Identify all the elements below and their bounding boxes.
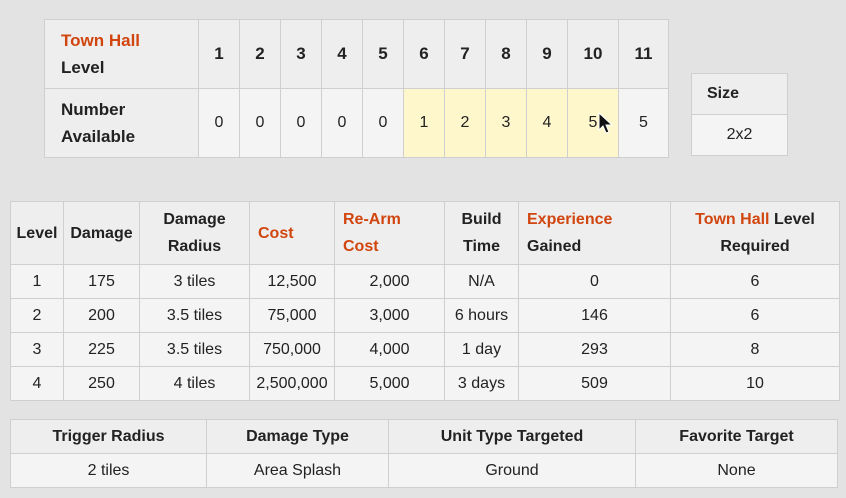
col-damage: Damage <box>63 201 140 265</box>
town-hall-level-row: Town Hall Level 1 2 3 4 5 6 7 8 9 10 11 <box>44 19 669 89</box>
cell: 6 <box>670 264 840 299</box>
cell: 3 tiles <box>139 264 250 299</box>
col-build-time: Build Time <box>444 201 519 265</box>
cell: 1 <box>10 264 64 299</box>
table-row: 1 175 3 tiles 12,500 2,000 N/A 0 6 <box>10 264 840 299</box>
details-value-row: 2 tiles Area Splash Ground None <box>10 453 838 488</box>
count-cell-highlighted: 3 <box>485 88 527 158</box>
cell: 8 <box>670 332 840 367</box>
cell: 200 <box>63 298 140 333</box>
stats-table: Level Damage Damage Radius Cost Re-Arm Cos… <box>10 201 840 401</box>
size-table: Size 2x2 <box>691 73 788 156</box>
col-damage-type: Damage Type <box>206 419 389 454</box>
cell: 3.5 tiles <box>139 332 250 367</box>
level-cell: 5 <box>362 19 404 89</box>
level-cell: 9 <box>526 19 568 89</box>
col-level: Level <box>10 201 64 265</box>
table-row: 4 250 4 tiles 2,500,000 5,000 3 days 509… <box>10 366 840 401</box>
count-cell-highlighted: 1 <box>403 88 445 158</box>
col-favorite-target: Favorite Target <box>635 419 838 454</box>
count-cell: 0 <box>239 88 281 158</box>
cell: 3,000 <box>334 298 445 333</box>
cell: 2 <box>10 298 64 333</box>
cell: N/A <box>444 264 519 299</box>
count-cell: 0 <box>321 88 363 158</box>
cell: 3.5 tiles <box>139 298 250 333</box>
town-hall-link[interactable]: Town Hall <box>695 211 770 228</box>
level-cell: 8 <box>485 19 527 89</box>
size-header: Size <box>691 73 788 115</box>
details-table: Trigger Radius Damage Type Unit Type Tar… <box>10 419 838 488</box>
level-cell: 2 <box>239 19 281 89</box>
count-cell-highlighted: 4 <box>526 88 568 158</box>
col-rearm-cost: Re-Arm Cost <box>334 201 445 265</box>
cell: 6 hours <box>444 298 519 333</box>
level-cell: 11 <box>618 19 669 89</box>
col-experience: Experience Gained <box>518 201 671 265</box>
count-cell: 5 <box>618 88 669 158</box>
cell: 3 days <box>444 366 519 401</box>
cell: 293 <box>518 332 671 367</box>
col-town-hall-required: Town Hall Level Required <box>670 201 840 265</box>
cell: 0 <box>518 264 671 299</box>
cell: 509 <box>518 366 671 401</box>
rearm-cost-link[interactable]: Re-Arm Cost <box>343 211 401 255</box>
number-available-row: Number Available 0 0 0 0 0 1 2 3 4 5 5 <box>44 88 669 158</box>
cell: 175 <box>63 264 140 299</box>
count-cell: 0 <box>362 88 404 158</box>
level-cell: 7 <box>444 19 486 89</box>
count-cell: 0 <box>280 88 322 158</box>
trigger-radius-value: 2 tiles <box>10 453 207 488</box>
cell: 4 <box>10 366 64 401</box>
cell: 4 tiles <box>139 366 250 401</box>
level-cell: 6 <box>403 19 445 89</box>
table-row: 2 200 3.5 tiles 75,000 3,000 6 hours 146… <box>10 298 840 333</box>
cell: 3 <box>10 332 64 367</box>
col-damage-radius: Damage Radius <box>139 201 250 265</box>
favorite-target-value: None <box>635 453 838 488</box>
cell: 1 day <box>444 332 519 367</box>
details-header-row: Trigger Radius Damage Type Unit Type Tar… <box>10 419 838 454</box>
count-cell-highlighted: 2 <box>444 88 486 158</box>
table-row: 3 225 3.5 tiles 750,000 4,000 1 day 293 … <box>10 332 840 367</box>
col-unit-type-targeted: Unit Type Targeted <box>388 419 636 454</box>
experience-link[interactable]: Experience <box>527 211 613 228</box>
cell: 225 <box>63 332 140 367</box>
cell: 5,000 <box>334 366 445 401</box>
col-cost-link[interactable]: Cost <box>249 201 335 265</box>
size-value: 2x2 <box>691 114 788 156</box>
level-cell: 10 <box>567 19 619 89</box>
cell: 250 <box>63 366 140 401</box>
cell: 146 <box>518 298 671 333</box>
number-available-header: Number Available <box>44 88 199 158</box>
level-cell: 3 <box>280 19 322 89</box>
town-hall-link[interactable]: Town Hall <box>61 31 141 50</box>
damage-type-value: Area Splash <box>206 453 389 488</box>
cell: 10 <box>670 366 840 401</box>
town-hall-level-header: Town Hall Level <box>44 19 199 89</box>
cell: 12,500 <box>249 264 335 299</box>
unit-type-targeted-value: Ground <box>388 453 636 488</box>
cell: 75,000 <box>249 298 335 333</box>
availability-table: Town Hall Level 1 2 3 4 5 6 7 8 9 10 11 … <box>44 19 669 158</box>
cell: 2,000 <box>334 264 445 299</box>
mouse-cursor-icon <box>598 112 614 134</box>
col-trigger-radius: Trigger Radius <box>10 419 207 454</box>
count-cell: 0 <box>198 88 240 158</box>
level-cell: 4 <box>321 19 363 89</box>
cell: 4,000 <box>334 332 445 367</box>
stats-header-row: Level Damage Damage Radius Cost Re-Arm Cos… <box>10 201 840 265</box>
cell: 750,000 <box>249 332 335 367</box>
cell: 6 <box>670 298 840 333</box>
level-cell: 1 <box>198 19 240 89</box>
cell: 2,500,000 <box>249 366 335 401</box>
level-label: Level <box>61 58 105 77</box>
